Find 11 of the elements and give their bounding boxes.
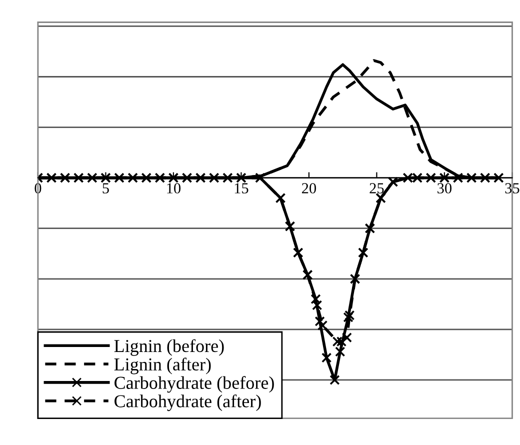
legend-label: Carbohydrate (after)	[114, 394, 261, 412]
x-tick-label: 30	[438, 183, 452, 194]
legend-label: Lignin (before)	[114, 339, 224, 356]
x-tick-label: 25	[370, 183, 384, 194]
legend-label: Carbohydrate (before)	[114, 376, 274, 393]
x-tick-label: 15	[234, 183, 248, 194]
legend-label: Lignin (after)	[114, 358, 211, 374]
x-tick-label: 10	[167, 183, 181, 194]
x-tick-label: 35	[505, 183, 520, 194]
x-tick-label: 20	[302, 183, 316, 194]
x-tick-label: 5	[102, 183, 109, 194]
